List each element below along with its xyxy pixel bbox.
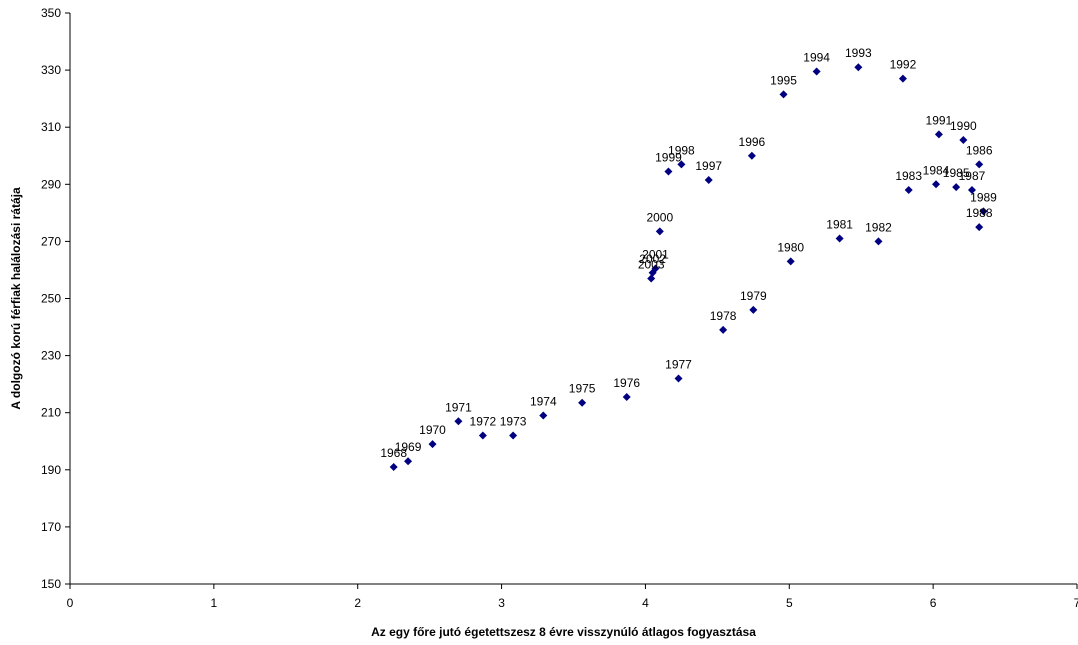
- axes: [65, 12, 1078, 589]
- data-label-1994: 1994: [803, 51, 830, 65]
- data-point-1996: [747, 151, 756, 160]
- data-label-1996: 1996: [739, 135, 766, 149]
- data-label-1992: 1992: [890, 58, 917, 72]
- x-tick-label: 1: [211, 596, 218, 610]
- y-axis-title: A dolgozó korú férfiak halálozási rátája: [9, 187, 23, 410]
- y-tick-label: 310: [41, 120, 61, 134]
- data-label-1981: 1981: [826, 218, 853, 232]
- y-tick-label: 150: [41, 577, 61, 591]
- data-point-1992: [898, 74, 907, 83]
- data-label-1999: 1999: [655, 150, 682, 164]
- data-label-1988: 1988: [966, 206, 993, 220]
- data-point-1985: [952, 183, 961, 192]
- data-point-1994: [812, 67, 821, 76]
- x-tick-label: 7: [1074, 596, 1078, 610]
- data-label-1980: 1980: [777, 240, 804, 254]
- data-point-1987: [967, 186, 976, 195]
- data-point-1968: [389, 462, 398, 471]
- data-label-1982: 1982: [865, 220, 892, 234]
- data-point-1973: [509, 431, 518, 440]
- data-label-1974: 1974: [530, 395, 557, 409]
- x-tick-label: 5: [786, 596, 793, 610]
- data-point-1972: [478, 431, 487, 440]
- data-point-1978: [719, 325, 728, 334]
- data-point-1999: [664, 167, 673, 176]
- data-point-1984: [932, 180, 941, 189]
- y-tick-label: 290: [41, 177, 61, 191]
- data-label-1968: 1968: [380, 446, 407, 460]
- data-label-1983: 1983: [895, 169, 922, 183]
- data-point-1988: [975, 223, 984, 232]
- data-point-1990: [959, 136, 968, 145]
- data-point-1970: [428, 440, 437, 449]
- data-label-2002: 2002: [639, 252, 666, 266]
- data-label-1990: 1990: [950, 119, 977, 133]
- data-label-1993: 1993: [845, 46, 872, 60]
- data-label-1995: 1995: [770, 73, 797, 87]
- data-point-1974: [539, 411, 548, 420]
- y-tick-label: 170: [41, 520, 61, 534]
- y-tick-label: 250: [41, 292, 61, 306]
- data-label-1973: 1973: [500, 415, 527, 429]
- data-point-2003: [647, 274, 656, 283]
- x-tick-label: 3: [498, 596, 505, 610]
- y-tick-label: 210: [41, 406, 61, 420]
- data-point-1980: [786, 257, 795, 266]
- data-point-1995: [779, 90, 788, 99]
- data-point-1982: [874, 237, 883, 246]
- data-point-1989: [979, 207, 988, 216]
- data-point-1993: [854, 63, 863, 72]
- y-tick-label: 230: [41, 349, 61, 363]
- x-tick-label: 2: [354, 596, 361, 610]
- data-label-1987: 1987: [959, 169, 986, 183]
- data-label-2001: 2001: [642, 248, 669, 262]
- data-point-1979: [749, 305, 758, 314]
- data-label-1997: 1997: [695, 159, 722, 173]
- data-point-1976: [622, 392, 631, 401]
- data-label-1989: 1989: [970, 190, 997, 204]
- data-label-2000: 2000: [646, 210, 673, 224]
- data-point-1986: [975, 160, 984, 169]
- data-point-1971: [454, 417, 463, 426]
- data-point-1983: [904, 186, 913, 195]
- data-label-1984: 1984: [923, 163, 950, 177]
- data-point-2002: [648, 268, 657, 277]
- data-point-1977: [674, 374, 683, 383]
- x-tick-label: 0: [67, 596, 74, 610]
- data-label-1986: 1986: [966, 143, 993, 157]
- data-point-1981: [835, 234, 844, 243]
- data-point-1969: [404, 457, 413, 466]
- y-tick-label: 270: [41, 234, 61, 248]
- y-tick-label: 350: [41, 6, 61, 20]
- data-label-1991: 1991: [926, 113, 953, 127]
- data-point-2000: [655, 227, 664, 236]
- data-label-1985: 1985: [943, 166, 970, 180]
- data-point-1991: [934, 130, 943, 139]
- data-label-1975: 1975: [569, 382, 596, 396]
- y-tick-label: 190: [41, 463, 61, 477]
- data-label-1970: 1970: [419, 423, 446, 437]
- data-point-1998: [677, 160, 686, 169]
- data-label-1977: 1977: [665, 357, 692, 371]
- data-label-1969: 1969: [395, 440, 422, 454]
- data-points: [389, 63, 988, 471]
- data-label-1998: 1998: [668, 143, 695, 157]
- data-label-1979: 1979: [740, 289, 767, 303]
- data-label-1976: 1976: [613, 376, 640, 390]
- data-point-1975: [578, 398, 587, 407]
- data-label-2003: 2003: [638, 258, 665, 272]
- data-label-1978: 1978: [710, 309, 737, 323]
- data-point-1997: [704, 176, 713, 185]
- y-tick-label: 330: [41, 63, 61, 77]
- x-tick-label: 6: [930, 596, 937, 610]
- x-tick-label: 4: [642, 596, 649, 610]
- x-axis-title: Az egy főre jutó égetettszesz 8 évre vis…: [371, 625, 756, 639]
- data-label-1972: 1972: [470, 415, 497, 429]
- tick-labels: 150 170 190 210 230 250 270 290 310 330 350 0 1 2 3 4 5 6…: [41, 6, 1078, 610]
- data-label-1971: 1971: [445, 400, 472, 414]
